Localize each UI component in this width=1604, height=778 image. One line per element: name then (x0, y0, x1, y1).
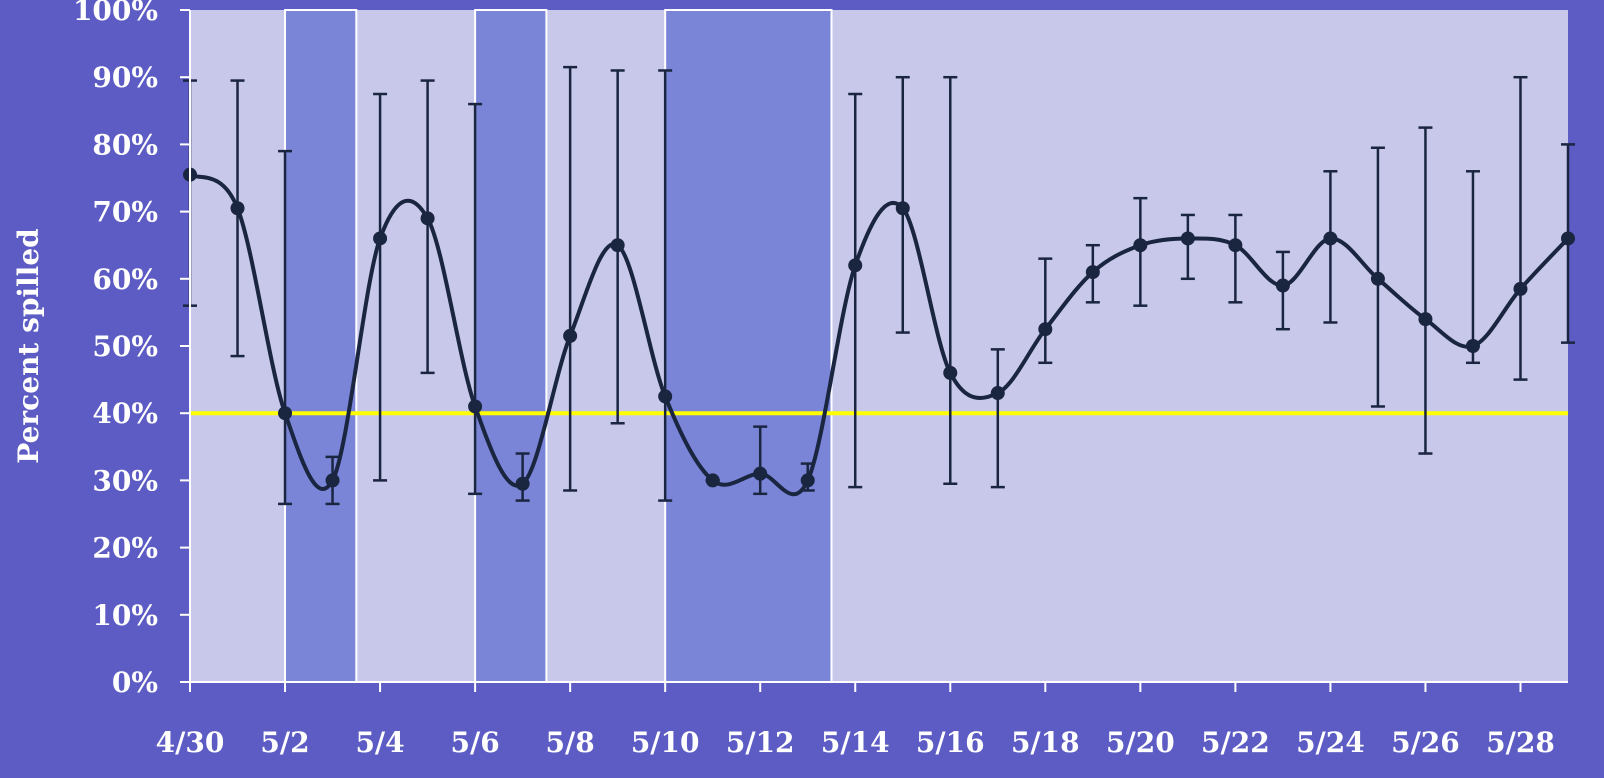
x-tick-label: 5/26 (1391, 726, 1460, 759)
error-bar (563, 65, 578, 492)
error-bar (990, 348, 1005, 489)
error-bar (753, 425, 768, 496)
y-tick-label: 60% (92, 263, 158, 296)
y-tick-label: 90% (92, 61, 158, 94)
data-point (1085, 265, 1100, 280)
error-bar (658, 69, 673, 502)
shaded-ranges (284, 9, 833, 683)
data-point (1228, 238, 1243, 253)
y-axis: 0% 10% 20% 30% 40% 50% 60% 70% 80% 90% 100% (73, 0, 191, 699)
x-tick-label: 5/22 (1201, 726, 1270, 759)
data-point (705, 473, 720, 488)
data-point (515, 476, 530, 491)
y-tick-label: 0% (112, 666, 158, 699)
x-tick-label: 5/24 (1296, 726, 1365, 759)
data-point (468, 399, 483, 414)
error-bar (1228, 213, 1243, 304)
data-point (658, 389, 673, 404)
x-tick-label: 5/20 (1106, 726, 1175, 759)
y-tick-label: 100% (73, 0, 158, 27)
x-tick-label: 5/14 (821, 726, 890, 759)
data-point (420, 211, 435, 226)
y-tick-label: 30% (92, 464, 158, 497)
error-bar (1180, 213, 1195, 281)
data-point (753, 466, 768, 481)
data-point (1561, 231, 1575, 246)
error-bar (848, 92, 863, 489)
x-tick-label: 5/6 (451, 726, 500, 759)
y-tick-label: 40% (92, 397, 158, 430)
x-tick-label: 5/16 (916, 726, 985, 759)
data-point (325, 473, 340, 488)
x-tick-label: 5/4 (355, 726, 404, 759)
shaded-range-0 (284, 9, 358, 683)
error-bar (230, 79, 245, 358)
error-bar (468, 102, 483, 496)
data-point (1180, 231, 1195, 246)
data-point (1275, 278, 1290, 293)
data-point (610, 238, 625, 253)
error-bar (1418, 126, 1433, 455)
data-point (1133, 238, 1148, 253)
data-point (990, 386, 1005, 401)
error-bar (1323, 170, 1338, 324)
x-tick-label: 5/10 (631, 726, 700, 759)
error-bar (1513, 75, 1528, 381)
y-axis-label: Percent spilled (12, 228, 45, 463)
error-bars (183, 65, 1575, 506)
y-tick-label: 50% (92, 330, 158, 363)
data-point (943, 365, 958, 380)
data-point (1323, 231, 1338, 246)
x-tick-label: 5/2 (260, 726, 309, 759)
data-point (230, 201, 245, 216)
error-bar (420, 79, 435, 375)
x-tick-label: 5/12 (726, 726, 795, 759)
shaded-range-1 (474, 9, 548, 683)
error-bar (1038, 257, 1053, 365)
x-tick-label: 4/30 (156, 726, 225, 759)
y-tick-label: 70% (92, 196, 158, 229)
data-point (373, 231, 388, 246)
y-tick-label: 10% (92, 599, 158, 632)
error-bar (373, 92, 388, 482)
x-tick-label: 5/18 (1011, 726, 1080, 759)
error-bar (1465, 170, 1480, 365)
data-point (1465, 339, 1480, 353)
data-point (895, 201, 910, 216)
data-point (800, 473, 815, 488)
y-tick-label: 20% (92, 532, 158, 565)
data-point (848, 258, 863, 273)
shaded-range-2 (664, 9, 833, 683)
data-point (563, 328, 578, 343)
plot-area (190, 10, 1568, 682)
y-tick-label: 80% (92, 128, 158, 161)
data-point (1370, 271, 1385, 286)
x-tick-label: 5/8 (546, 726, 595, 759)
x-axis: 4/30 5/2 5/4 5/6 5/8 5/10 5/12 5/14 5/16 5/18 5/20… (156, 681, 1568, 759)
data-point (278, 406, 293, 421)
data-point (1038, 322, 1053, 337)
x-tick-label: 5/28 (1486, 726, 1555, 759)
error-bar (278, 149, 293, 506)
data-point (1418, 312, 1433, 327)
data-point (1513, 281, 1528, 296)
error-bar (943, 75, 958, 486)
data-points (183, 167, 1575, 491)
